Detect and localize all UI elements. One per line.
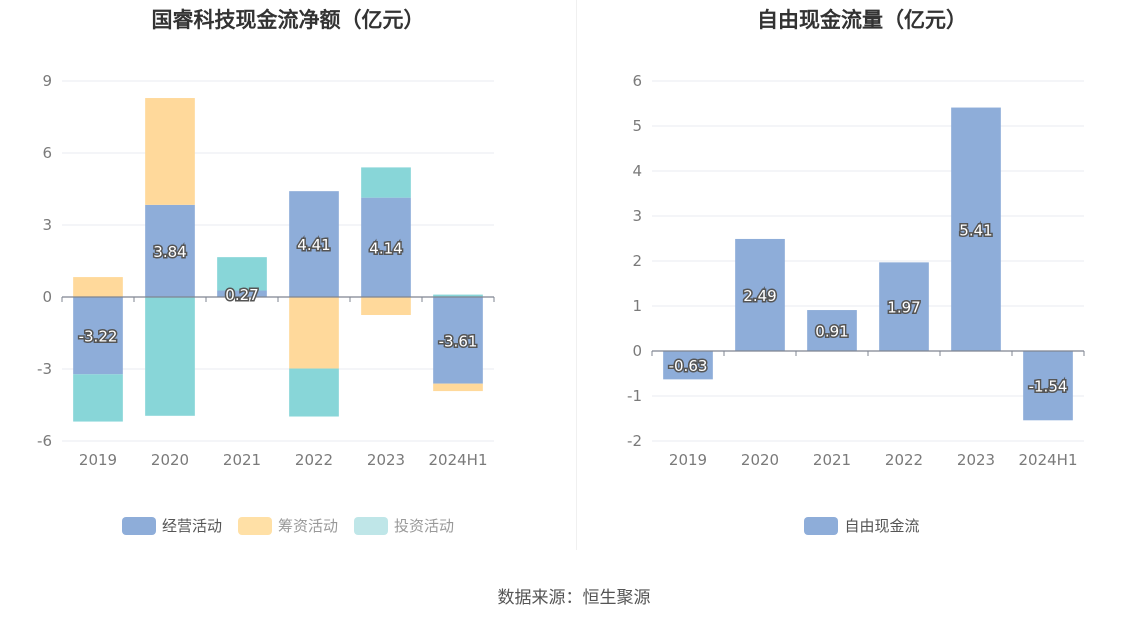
data-label: 1.97 — [887, 299, 920, 317]
bar-投资活动-2019[interactable] — [73, 374, 123, 422]
chart-title-cash-flow: 国睿科技现金流净额（亿元） — [151, 8, 425, 32]
data-label: 0.91 — [815, 323, 848, 341]
x-tick-label: 2024H1 — [429, 451, 488, 469]
y-tick-label: 0 — [632, 342, 642, 360]
cash-flow-chart: -6 -3 0 3 6 9 2019 2020 2021 2022 2023 2024H1 -3.22 3… — [37, 72, 495, 469]
y-tick-label: 9 — [42, 72, 52, 90]
y-tick-label: 5 — [632, 117, 642, 135]
free-cash-flow-chart-panel: 自由现金流量（亿元） -2 -1 0 1 2 3 4 5 6 2019 2020 2021 2022 20… — [576, 0, 1148, 560]
panel-divider — [576, 0, 577, 550]
x-tick-label: 2020 — [741, 451, 779, 469]
legend-swatch-operating — [121, 516, 156, 535]
bar-自由现金流-2022[interactable] — [879, 262, 929, 351]
y-tick-label: 0 — [42, 288, 52, 306]
bar-经营活动-2019[interactable] — [73, 297, 123, 375]
legend-swatch-financing — [237, 516, 272, 535]
data-label: -0.63 — [669, 357, 708, 375]
bar-筹资活动-2023[interactable] — [361, 297, 411, 315]
bar-经营活动-2023[interactable] — [361, 197, 411, 297]
legend-swatch-free-cash-flow — [804, 516, 839, 535]
x-tick-label: 2021 — [223, 451, 261, 469]
data-label: -3.22 — [79, 328, 118, 346]
x-tick-label: 2023 — [367, 451, 405, 469]
bar-投资活动-2020[interactable] — [145, 297, 195, 416]
data-label: -1.54 — [1029, 378, 1068, 396]
free-cash-flow-chart: -2 -1 0 1 2 3 4 5 6 2019 2020 2021 2022 2023 2024H1 -0.… — [627, 72, 1085, 469]
bar-自由现金流-2023[interactable] — [951, 107, 1001, 351]
y-tick-label: 3 — [42, 216, 52, 234]
legend-swatch-investing — [354, 516, 388, 535]
y-tick-label: 1 — [632, 297, 642, 315]
x-tick-label: 2022 — [885, 451, 923, 469]
x-tick-label: 2021 — [813, 451, 851, 469]
bar-筹资活动-2020[interactable] — [145, 98, 195, 205]
data-label: 4.41 — [297, 236, 330, 254]
x-tick-label: 2020 — [151, 451, 189, 469]
data-label: 2.49 — [743, 287, 776, 305]
x-tick-label: 2023 — [957, 451, 995, 469]
bar-自由现金流-2019[interactable] — [663, 351, 713, 380]
data-source-note: 数据来源：恒生聚源 — [497, 588, 651, 608]
y-tick-label: 6 — [632, 72, 642, 90]
chart-title-free-cash-flow: 自由现金流量（亿元） — [757, 8, 967, 32]
data-label: 0.27 — [225, 286, 258, 304]
bar-筹资活动-2022[interactable] — [289, 297, 339, 369]
y-tick-label: 2 — [632, 252, 642, 270]
legend-label-free-cash-flow: 自由现金流 — [844, 517, 920, 535]
data-label: -3.61 — [439, 332, 478, 350]
bar-投资活动-2023[interactable] — [361, 167, 411, 198]
x-tick-label: 2022 — [295, 451, 333, 469]
bar-筹资活动-2019[interactable] — [73, 277, 123, 297]
x-tick-label: 2019 — [669, 451, 707, 469]
data-label: 5.41 — [959, 221, 992, 239]
bar-经营活动-2022[interactable] — [289, 191, 339, 297]
bar-自由现金流-2020[interactable] — [735, 238, 785, 351]
bar-经营活动-2021[interactable] — [217, 290, 267, 297]
x-tick-label: 2019 — [79, 451, 117, 469]
x-tick-label: 2024H1 — [1019, 451, 1078, 469]
bar-投资活动-2024H1[interactable] — [433, 294, 483, 297]
legend-label-financing: 筹资活动 — [277, 517, 338, 535]
cash-flow-chart-panel: 国睿科技现金流净额（亿元） -6 -3 0 3 6 9 2019 2020 2021 2022 20… — [0, 0, 576, 560]
bar-投资活动-2021[interactable] — [217, 257, 267, 291]
y-tick-label: -3 — [37, 360, 52, 378]
y-tick-label: 4 — [632, 162, 642, 180]
bar-筹资活动-2024H1[interactable] — [433, 383, 483, 392]
bar-自由现金流-2021[interactable] — [807, 310, 857, 351]
data-label: 4.14 — [369, 239, 402, 257]
y-tick-label: -6 — [37, 432, 52, 450]
y-tick-label: 3 — [632, 207, 642, 225]
y-tick-label: -2 — [627, 432, 642, 450]
bar-经营活动-2024H1[interactable] — [433, 297, 483, 384]
legend-label-investing: 投资活动 — [394, 517, 455, 535]
y-tick-label: -1 — [627, 387, 642, 405]
y-tick-label: 6 — [42, 144, 52, 162]
data-label: 3.84 — [153, 243, 186, 261]
legend-item-free-cash-flow[interactable]: 自由现金流 — [804, 515, 920, 536]
legend-item-investing[interactable]: 投资活动 — [354, 515, 454, 536]
cash-flow-legend: 经营活动 筹资活动 投资活动 — [0, 515, 576, 536]
legend-item-operating[interactable]: 经营活动 — [121, 515, 222, 536]
bar-自由现金流-2024H1[interactable] — [1023, 351, 1073, 421]
bar-投资活动-2022[interactable] — [289, 368, 339, 417]
legend-label-operating: 经营活动 — [161, 517, 222, 535]
bar-经营活动-2020[interactable] — [145, 204, 195, 297]
legend-item-financing[interactable]: 筹资活动 — [237, 515, 338, 536]
free-cash-flow-legend: 自由现金流 — [576, 515, 1148, 536]
